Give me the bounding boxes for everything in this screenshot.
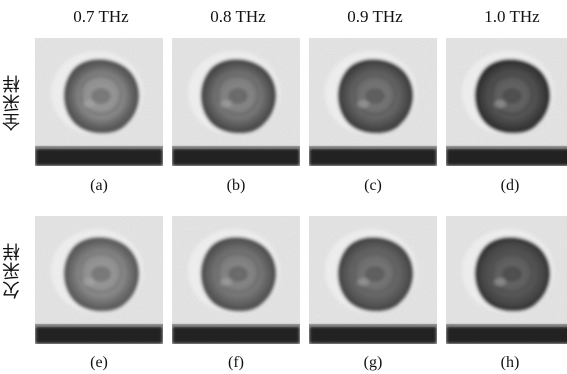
sample-core bbox=[365, 88, 385, 104]
sample-inner-ring bbox=[79, 252, 123, 294]
sample-core bbox=[228, 266, 248, 282]
substrate-band bbox=[172, 326, 300, 344]
caption-d: (d) bbox=[500, 177, 520, 194]
sample-inner-ring bbox=[353, 74, 397, 116]
substrate-band bbox=[309, 148, 437, 166]
column-header-2: 0.9 THz bbox=[347, 7, 403, 26]
caption-g: (g) bbox=[363, 354, 383, 371]
sample-inner-ring bbox=[216, 74, 260, 116]
image-panel-c bbox=[309, 38, 437, 166]
column-header-3: 1.0 THz bbox=[484, 7, 540, 26]
sample-inner-ring bbox=[79, 74, 123, 116]
caption-f: (f) bbox=[228, 354, 244, 371]
sample-inner-ring bbox=[216, 252, 260, 294]
sample-core bbox=[502, 88, 522, 104]
substrate-band bbox=[35, 148, 163, 166]
substrate-band bbox=[309, 326, 437, 344]
row-label-full-sampling: 全采样 bbox=[2, 74, 22, 132]
substrate-band bbox=[35, 326, 163, 344]
image-panel-g bbox=[309, 216, 437, 344]
substrate-band bbox=[446, 148, 567, 166]
sample-inner-ring bbox=[490, 74, 534, 116]
sample-core bbox=[91, 88, 111, 104]
sample-core bbox=[502, 266, 522, 282]
sample-inner-ring bbox=[353, 252, 397, 294]
image-panel-a bbox=[35, 38, 163, 166]
image-panel-e bbox=[35, 216, 163, 344]
caption-c: (c) bbox=[364, 177, 382, 194]
sample-core bbox=[365, 266, 385, 282]
row-label-under-sampling: 欠采样 bbox=[2, 242, 22, 300]
caption-b: (b) bbox=[226, 177, 246, 194]
caption-a: (a) bbox=[90, 177, 108, 194]
substrate-band bbox=[446, 326, 567, 344]
sample-core bbox=[91, 266, 111, 282]
sample-core bbox=[228, 88, 248, 104]
sample-inner-ring bbox=[490, 252, 534, 294]
caption-e: (e) bbox=[90, 354, 108, 371]
caption-h: (h) bbox=[500, 354, 520, 371]
column-header-0: 0.7 THz bbox=[73, 7, 129, 26]
image-panel-b bbox=[172, 38, 300, 166]
column-header-1: 0.8 THz bbox=[210, 7, 266, 26]
image-panel-h bbox=[446, 216, 567, 344]
image-panel-f bbox=[172, 216, 300, 344]
substrate-band bbox=[172, 148, 300, 166]
image-panel-d bbox=[446, 38, 567, 166]
